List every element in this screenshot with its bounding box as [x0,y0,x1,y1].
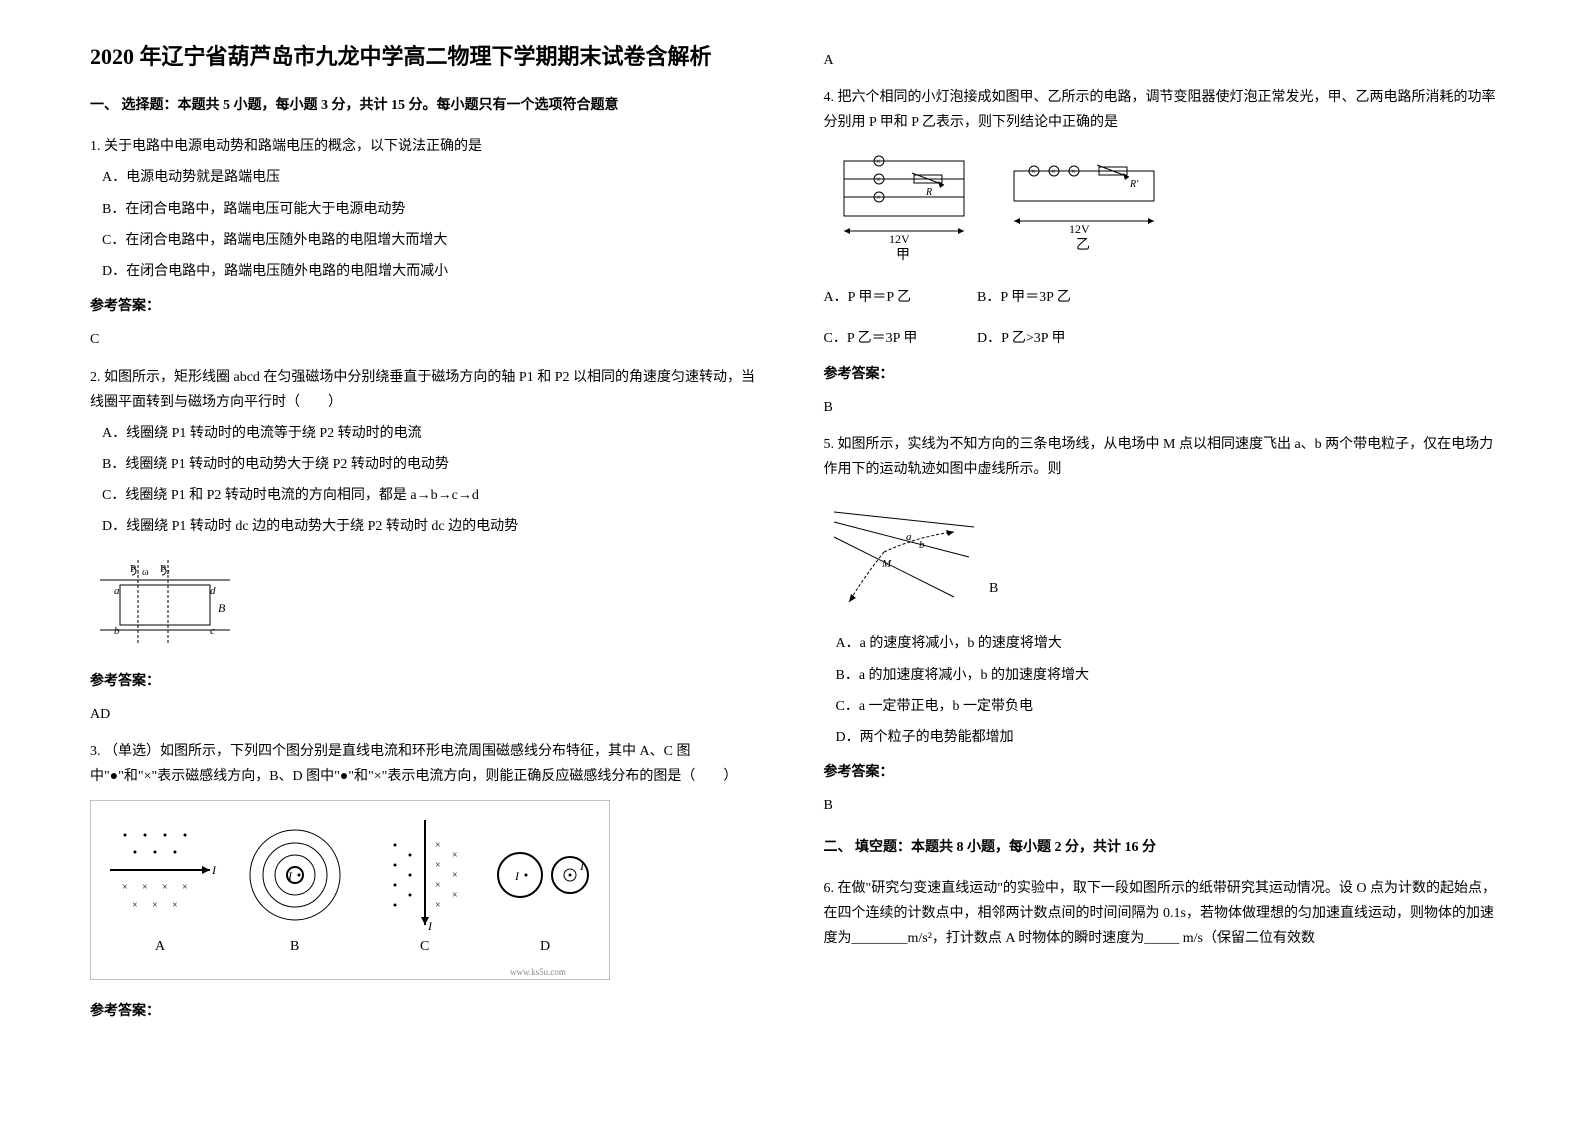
q3-stem: 3. （单选）如图所示，下列四个图分别是直线电流和环形电流周围磁感线分布特征，其… [90,739,764,789]
q4-opt-c: C．P 乙＝3P 甲 [824,326,974,351]
q2-figure: P₁ P₂ a d b c B ω [90,550,764,659]
q1-opt-a: A．电源电动势就是路端电压 [102,165,764,190]
q1-answer-label: 参考答案： [90,294,764,319]
q5-answer-label: 参考答案： [824,760,1498,785]
svg-text:×: × [1031,167,1036,176]
q4-R2: R' [1129,179,1139,190]
section-1-heading: 一、 选择题：本题共 5 小题，每小题 3 分，共计 15 分。每小题只有一个选… [90,93,764,118]
q2-answer: AD [90,702,764,727]
q2-svg: P₁ P₂ a d b c B ω [90,550,240,650]
q5-b: b [919,539,925,551]
q1-answer: C [90,327,764,352]
svg-text:×: × [435,880,441,891]
svg-text:×: × [876,175,881,184]
q5-B: B [989,581,998,596]
svg-text:×: × [1071,167,1076,176]
q4-stem: 4. 把六个相同的小灯泡接成如图甲、乙所示的电路，调节变阻器使灯泡正常发光，甲、… [824,85,1498,135]
svg-text:×: × [876,157,881,166]
q2-opt-a: A．线圈绕 P1 转动时的电流等于绕 P2 转动时的电流 [102,421,764,446]
svg-text:×: × [452,870,458,881]
svg-text:×: × [132,900,138,911]
q5-M: M [881,558,892,570]
svg-text:×: × [152,900,158,911]
q2-opt-b: B．线圈绕 P1 转动时的电动势大于绕 P2 转动时的电动势 [102,452,764,477]
q1-opt-c: C．在闭合电路中，路端电压随外电路的电阻增大而增大 [102,228,764,253]
q1-opt-d: D．在闭合电路中，路端电压随外电路的电阻增大而减小 [102,259,764,284]
svg-text:×: × [172,900,178,911]
q3-A-label: A [155,939,166,954]
q5-opt-b: B．a 的加速度将减小，b 的加速度将增大 [836,663,1498,688]
q4-opt-a: A．P 甲＝P 乙 [824,285,974,310]
q2-opt-c: C．线圈绕 P1 和 P2 转动时电流的方向相同，都是 a→b→c→d [102,483,764,508]
q4-figure: × × × R 12V 甲 [824,146,1498,275]
svg-text:×: × [1051,167,1056,176]
svg-text:×: × [452,850,458,861]
q2-B-label: B [218,601,226,615]
q5-answer: B [824,793,1498,818]
q2-a-label: a [114,585,120,597]
svg-text:×: × [182,882,188,893]
question-4: 4. 把六个相同的小灯泡接成如图甲、乙所示的电路，调节变阻器使灯泡正常发光，甲、… [824,85,1498,420]
q5-figure: M a b B [824,492,1498,621]
q2-opt-d: D．线圈绕 P1 转动时 dc 边的电动势大于绕 P2 转动时 dc 边的电动势 [102,514,764,539]
svg-text:×: × [435,860,441,871]
left-column: 2020 年辽宁省葫芦岛市九龙中学高二物理下学期期末试卷含解析 一、 选择题：本… [60,40,794,1082]
q3-watermark: www.ks5u.com [510,967,566,977]
question-2: 2. 如图所示，矩形线圈 abcd 在匀强磁场中分别绕垂直于磁场方向的轴 P1 … [90,365,764,728]
q4-12v-1: 12V [889,232,910,246]
svg-text:×: × [162,882,168,893]
q4-R: R [925,187,932,198]
q4-answer-label: 参考答案： [824,362,1498,387]
svg-text:ω: ω [142,567,149,578]
q4-yi: 乙 [1076,237,1090,253]
q2-stem: 2. 如图所示，矩形线圈 abcd 在匀强磁场中分别绕垂直于磁场方向的轴 P1 … [90,365,764,415]
q3-answer-label: 参考答案： [90,999,764,1024]
svg-text:×: × [435,840,441,851]
q4-svg: × × × R 12V 甲 [824,146,1174,266]
q3-svg: ×× ×× ××× I A I B [90,800,610,980]
q3-B-label: B [290,939,299,954]
exam-title: 2020 年辽宁省葫芦岛市九龙中学高二物理下学期期末试卷含解析 [90,40,764,73]
q5-svg: M a b B [824,492,1014,612]
right-column: A 4. 把六个相同的小灯泡接成如图甲、乙所示的电路，调节变阻器使灯泡正常发光，… [794,40,1528,1082]
svg-text:×: × [122,882,128,893]
q5-opt-d: D．两个粒子的电势能都增加 [836,725,1498,750]
q4-answer: B [824,395,1498,420]
q4-opt-d: D．P 乙>3P 甲 [977,326,1066,351]
q5-opt-a: A．a 的速度将减小，b 的速度将增大 [836,631,1498,656]
question-5: 5. 如图所示，实线为不知方向的三条电场线，从电场中 M 点以相同速度飞出 a、… [824,432,1498,819]
q3-C-label: C [420,939,429,954]
q6-stem: 6. 在做"研究匀变速直线运动"的实验中，取下一段如图所示的纸带研究其运动情况。… [824,876,1498,952]
q3-answer: A [824,48,1498,73]
q3-D-label: D [540,939,550,954]
q2-b-label: b [114,625,120,637]
q4-jia: 甲 [896,248,910,263]
q2-answer-label: 参考答案： [90,669,764,694]
exam-page: 2020 年辽宁省葫芦岛市九龙中学高二物理下学期期末试卷含解析 一、 选择题：本… [0,0,1587,1122]
q5-stem: 5. 如图所示，实线为不知方向的三条电场线，从电场中 M 点以相同速度飞出 a、… [824,432,1498,482]
q2-d-label: d [210,585,216,597]
question-6: 6. 在做"研究匀变速直线运动"的实验中，取下一段如图所示的纸带研究其运动情况。… [824,876,1498,952]
svg-text:×: × [142,882,148,893]
q4-12v-2: 12V [1069,222,1090,236]
q3-figure: ×× ×× ××× I A I B [90,800,764,989]
q4-options-row1: A．P 甲＝P 乙 B．P 甲＝3P 乙 [824,285,1498,310]
q1-stem: 1. 关于电路中电源电动势和路端电压的概念，以下说法正确的是 [90,134,764,159]
svg-text:×: × [876,193,881,202]
q5-opt-c: C．a 一定带正电，b 一定带负电 [836,694,1498,719]
svg-text:×: × [452,890,458,901]
section-2-heading: 二、 填空题：本题共 8 小题，每小题 2 分，共计 16 分 [824,835,1498,860]
q4-options-row2: C．P 乙＝3P 甲 D．P 乙>3P 甲 [824,326,1498,351]
q2-c-label: c [210,625,215,637]
question-1: 1. 关于电路中电源电动势和路端电压的概念，以下说法正确的是 A．电源电动势就是… [90,134,764,352]
q5-a: a [906,531,912,543]
q1-opt-b: B．在闭合电路中，路端电压可能大于电源电动势 [102,197,764,222]
q4-opt-b: B．P 甲＝3P 乙 [977,285,1071,310]
svg-text:×: × [435,900,441,911]
question-3: 3. （单选）如图所示，下列四个图分别是直线电流和环形电流周围磁感线分布特征，其… [90,739,764,1024]
